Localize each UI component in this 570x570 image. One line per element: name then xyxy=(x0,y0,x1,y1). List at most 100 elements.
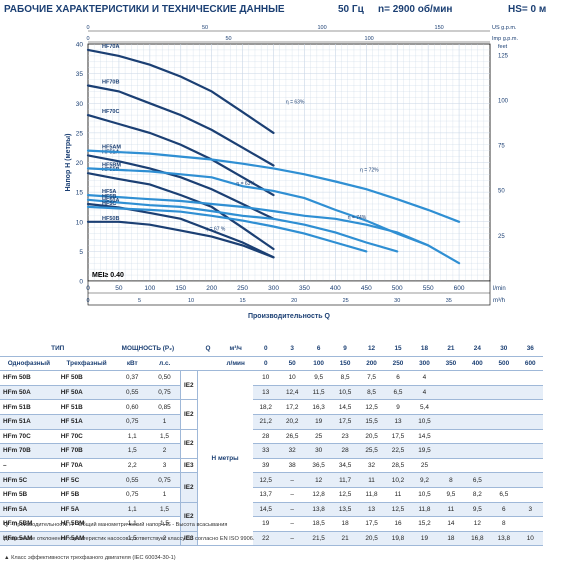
head-value xyxy=(490,414,518,430)
head-value: 20,5 xyxy=(358,429,385,445)
head-value: 10,5 xyxy=(331,385,359,401)
efficiency-label: η = 74% xyxy=(348,215,367,221)
ie-class: IE2 xyxy=(179,502,198,532)
x-tick-label: 550 xyxy=(423,285,434,292)
head-value: 39 xyxy=(252,458,279,474)
head-value: 6 xyxy=(384,370,412,386)
power-kw: 1,1 xyxy=(115,502,150,518)
head-value: 16 xyxy=(384,516,412,532)
x-tick-label: 500 xyxy=(392,285,403,292)
head-value: – xyxy=(278,487,306,503)
suction-height-label: HS= 0 м xyxy=(508,4,547,15)
table-subheader-row: Однофазный Трехфазный кВт л.с. л/мин 0 50 100 15… xyxy=(0,356,570,372)
x2-tick-label: 5 xyxy=(138,298,141,304)
blank-header xyxy=(180,356,198,372)
x2-tick-label: 35 xyxy=(446,298,452,304)
head-value: 13,8 xyxy=(490,531,518,547)
efficiency-label: η = 67 % xyxy=(206,227,226,233)
head-value: 21 xyxy=(331,531,359,547)
tri-model: HF 50A xyxy=(57,385,116,401)
head-value xyxy=(517,429,544,445)
q-m3h-value: 24 xyxy=(464,342,491,357)
power-kw: 1,5 xyxy=(115,443,150,459)
head-value xyxy=(437,370,465,386)
frequency-label: 50 Гц xyxy=(338,4,364,15)
head-value: 26,5 xyxy=(278,429,306,445)
head-value: 15,2 xyxy=(411,516,438,532)
power-header: МОЩНОСТЬ (P₂) xyxy=(115,342,181,357)
head-value: 14,5 xyxy=(331,399,359,415)
head-value: 6,5 xyxy=(490,487,518,503)
table-row: HFm 50A HF 50A 0,55 0,75 13 12,4 11,5 10,5 8,5 6,… xyxy=(0,385,570,401)
mono-header: Однофазный xyxy=(0,356,58,372)
head-value: 12 xyxy=(464,516,491,532)
head-value: 10 xyxy=(517,531,544,547)
curve-hf5bm xyxy=(86,167,430,247)
head-value: – xyxy=(278,502,306,518)
head-value: 22,5 xyxy=(384,443,412,459)
head-value xyxy=(517,443,544,459)
tri-model: HF 5AM xyxy=(57,531,116,547)
head-value: 19,8 xyxy=(384,531,412,547)
y-axis-label: Напор H (метры) xyxy=(65,134,72,192)
head-value: 17,2 xyxy=(278,399,306,415)
mono-model: HFm 5BM xyxy=(0,516,58,532)
kw-header: кВт xyxy=(115,356,150,372)
head-value: 12,5 xyxy=(384,502,412,518)
imp-gpm-tick-label: 0 xyxy=(86,36,89,42)
head-value xyxy=(437,414,465,430)
y-tick-label: 30 xyxy=(76,101,84,108)
us-gpm-tick-label: 50 xyxy=(202,25,208,31)
mono-model: HFm 50A xyxy=(0,385,58,401)
head-value: 10,5 xyxy=(411,487,438,503)
head-value: 6,5 xyxy=(384,385,412,401)
q-lmin-value: 50 xyxy=(278,356,306,372)
curve-hf51a xyxy=(86,154,275,220)
x-tick-label: 0 xyxy=(86,285,90,292)
head-value: 11 xyxy=(358,472,385,488)
footer-tolerance: Допустимое отклонение характеристик насо… xyxy=(4,536,255,542)
curve-hf70a xyxy=(86,48,275,134)
power-hp: 3 xyxy=(149,458,181,474)
head-value xyxy=(464,458,491,474)
head-value: 4 xyxy=(411,385,438,401)
x-tick-label: 350 xyxy=(299,285,310,292)
head-value xyxy=(517,516,544,532)
q-m3h-value: 6 xyxy=(305,342,332,357)
head-value: 6,5 xyxy=(464,472,491,488)
head-value: 25,5 xyxy=(358,443,385,459)
head-value: 8 xyxy=(437,472,465,488)
head-value: 13,8 xyxy=(305,502,332,518)
head-value: 13 xyxy=(252,385,279,401)
table-row: HFm 70C HF 70C 1,1 1,5 IE2 28 26,5 25 23 20,5 17,5… xyxy=(0,429,570,459)
tri-model: HF 5B xyxy=(57,487,116,503)
curve-label: HF5A xyxy=(102,189,116,195)
power-hp: 1,5 xyxy=(149,516,181,532)
type-header: ТИП xyxy=(0,342,116,357)
table-row: HFm 5AM HF 5AM 1,5 2 IE3 22–21,5 21 20,5 19,8 19 1… xyxy=(0,531,570,547)
head-value: 10,5 xyxy=(411,414,438,430)
x-tick-label: 100 xyxy=(144,285,155,292)
x-tick-label: 50 xyxy=(115,285,123,292)
head-value: 25 xyxy=(411,458,438,474)
head-value xyxy=(517,487,544,503)
head-value xyxy=(517,399,544,415)
head-value xyxy=(517,458,544,474)
power-kw: 0,37 xyxy=(115,370,150,386)
table-row: HFm 51B HF 51B 0,60 0,85 IE2 18,2 17,2 16,3 14,5… xyxy=(0,399,570,430)
head-value: 12,5 xyxy=(331,487,359,503)
power-hp: 1,5 xyxy=(149,502,181,518)
head-value xyxy=(464,399,491,415)
head-value: 11,5 xyxy=(305,385,332,401)
feet-tick-label: 25 xyxy=(498,234,505,240)
q-lmin-value: 500 xyxy=(490,356,518,372)
head-value: – xyxy=(278,472,306,488)
head-value: 10 xyxy=(278,370,306,386)
head-value: 25 xyxy=(305,429,332,445)
curve-label: HF70A xyxy=(102,44,119,50)
curve-hf50b xyxy=(86,220,275,259)
head-value: 14 xyxy=(437,516,465,532)
